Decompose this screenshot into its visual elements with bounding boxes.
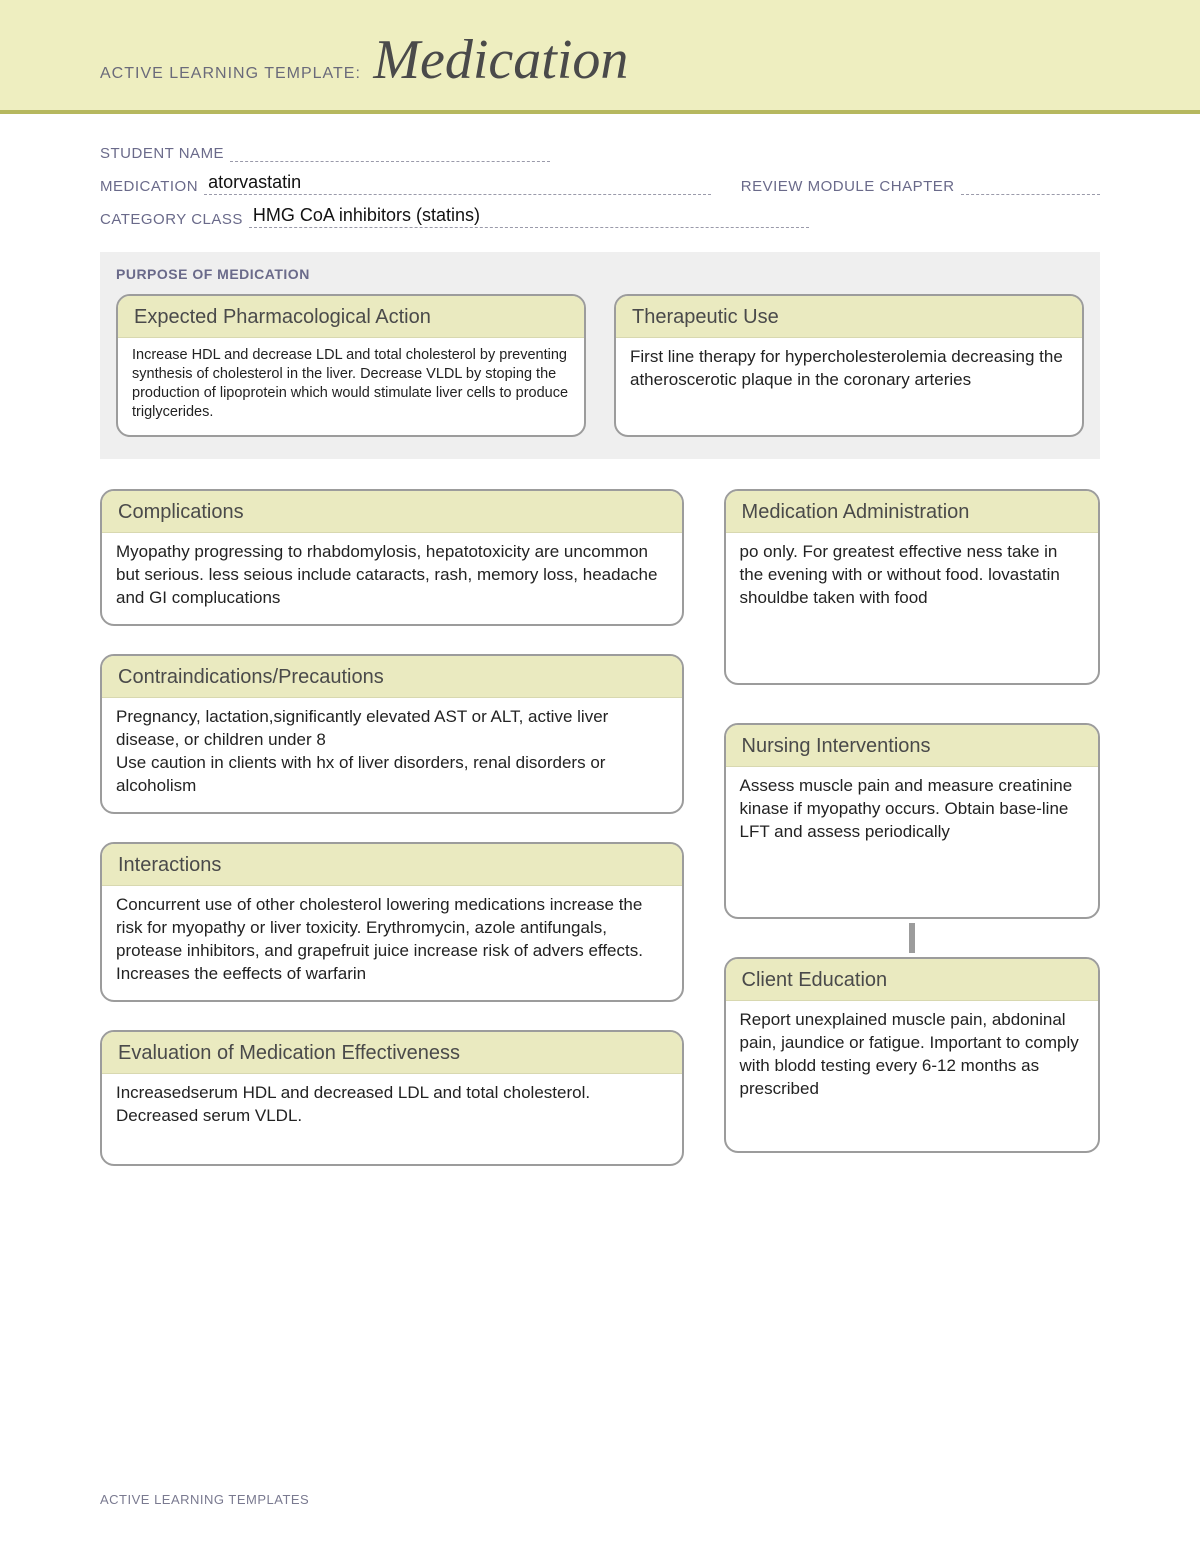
therapeutic-use-body: First line therapy for hypercholesterole… bbox=[616, 338, 1082, 406]
administration-card: Medication Administration po only. For g… bbox=[724, 489, 1100, 685]
pharm-action-body: Increase HDL and decrease LDL and total … bbox=[118, 338, 584, 435]
medication-row: MEDICATION atorvastatin REVIEW MODULE CH… bbox=[100, 172, 1100, 195]
evaluation-body: Increasedserum HDL and decreased LDL and… bbox=[102, 1074, 682, 1164]
complications-body: Myopathy progressing to rhabdomylosis, h… bbox=[102, 533, 682, 624]
nursing-card: Nursing Interventions Assess muscle pain… bbox=[724, 723, 1100, 919]
pharm-action-card: Expected Pharmacological Action Increase… bbox=[116, 294, 586, 437]
student-name-row: STUDENT NAME bbox=[100, 142, 1100, 162]
page: ACTIVE LEARNING TEMPLATE: Medication STU… bbox=[0, 0, 1200, 1553]
medication-field[interactable]: atorvastatin bbox=[204, 172, 711, 195]
medication-label: MEDICATION bbox=[100, 178, 204, 195]
meta-section: STUDENT NAME MEDICATION atorvastatin REV… bbox=[0, 114, 1200, 252]
contraindications-card: Contraindications/Precautions Pregnancy,… bbox=[100, 654, 684, 814]
header-title: Medication bbox=[373, 28, 628, 92]
contraindications-body: Pregnancy, lactation,significantly eleva… bbox=[102, 698, 682, 812]
nursing-body: Assess muscle pain and measure creatinin… bbox=[726, 767, 1098, 917]
footer-text: ACTIVE LEARNING TEMPLATES bbox=[100, 1492, 309, 1507]
connector-line bbox=[909, 923, 915, 953]
interactions-card: Interactions Concurrent use of other cho… bbox=[100, 842, 684, 1002]
therapeutic-use-head: Therapeutic Use bbox=[616, 296, 1082, 338]
complications-head: Complications bbox=[102, 491, 682, 533]
student-name-field[interactable] bbox=[230, 142, 550, 162]
student-name-label: STUDENT NAME bbox=[100, 145, 230, 162]
therapeutic-use-card: Therapeutic Use First line therapy for h… bbox=[614, 294, 1084, 437]
category-row: CATEGORY CLASS HMG CoA inhibitors (stati… bbox=[100, 205, 1100, 228]
right-column: Medication Administration po only. For g… bbox=[724, 489, 1100, 1193]
purpose-section: PURPOSE OF MEDICATION Expected Pharmacol… bbox=[100, 252, 1100, 459]
administration-head: Medication Administration bbox=[726, 491, 1098, 533]
header-prefix: ACTIVE LEARNING TEMPLATE: bbox=[100, 65, 361, 83]
complications-card: Complications Myopathy progressing to rh… bbox=[100, 489, 684, 626]
review-module-label: REVIEW MODULE CHAPTER bbox=[741, 178, 961, 195]
administration-body: po only. For greatest effective ness tak… bbox=[726, 533, 1098, 683]
two-column-region: Complications Myopathy progressing to rh… bbox=[100, 489, 1100, 1193]
client-education-head: Client Education bbox=[726, 959, 1098, 1001]
left-column: Complications Myopathy progressing to rh… bbox=[100, 489, 684, 1193]
evaluation-head: Evaluation of Medication Effectiveness bbox=[102, 1032, 682, 1074]
category-field[interactable]: HMG CoA inhibitors (statins) bbox=[249, 205, 809, 228]
header-band: ACTIVE LEARNING TEMPLATE: Medication bbox=[0, 0, 1200, 114]
evaluation-card: Evaluation of Medication Effectiveness I… bbox=[100, 1030, 684, 1166]
pharm-action-head: Expected Pharmacological Action bbox=[118, 296, 584, 338]
client-education-body: Report unexplained muscle pain, abdonina… bbox=[726, 1001, 1098, 1151]
contraindications-head: Contraindications/Precautions bbox=[102, 656, 682, 698]
client-education-card: Client Education Report unexplained musc… bbox=[724, 957, 1100, 1153]
content: PURPOSE OF MEDICATION Expected Pharmacol… bbox=[0, 252, 1200, 1254]
interactions-head: Interactions bbox=[102, 844, 682, 886]
interactions-body: Concurrent use of other cholesterol lowe… bbox=[102, 886, 682, 1000]
nursing-head: Nursing Interventions bbox=[726, 725, 1098, 767]
category-label: CATEGORY CLASS bbox=[100, 211, 249, 228]
review-module-field[interactable] bbox=[961, 175, 1100, 195]
purpose-label: PURPOSE OF MEDICATION bbox=[116, 266, 1084, 282]
